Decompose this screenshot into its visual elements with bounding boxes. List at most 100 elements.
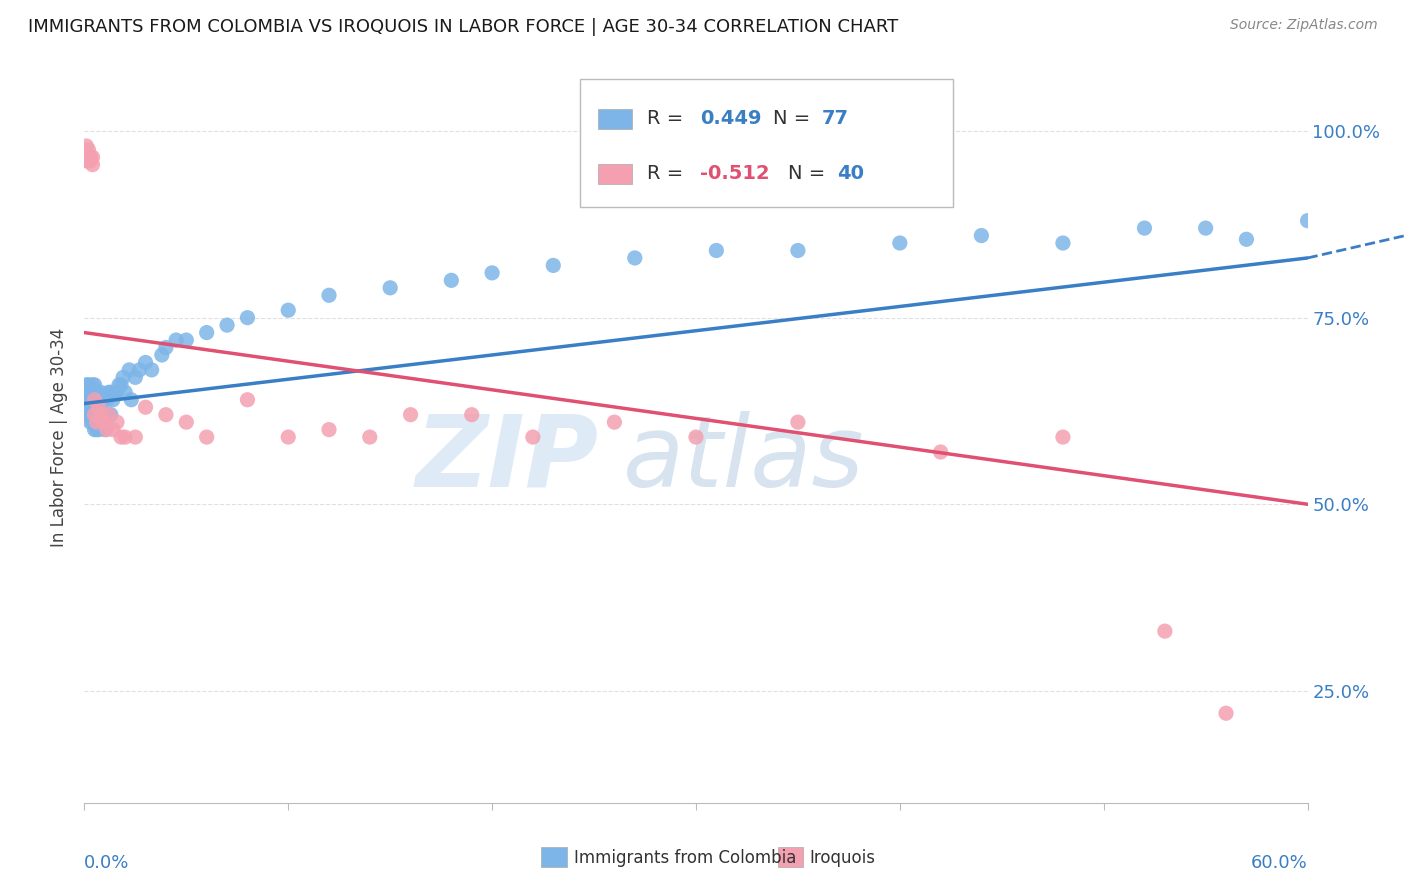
Point (75, 153, 97, 168)
Point (118, 363, 141, 377)
Point (90, 385, 112, 400)
Point (79, 382, 101, 396)
Point (217, 318, 239, 332)
Point (87, 408, 110, 422)
Point (101, 423, 124, 437)
Point (75, 408, 97, 422)
Point (77, 377, 100, 392)
Point (75, 377, 97, 392)
Point (82, 150, 104, 164)
Point (141, 363, 163, 377)
Point (86, 423, 108, 437)
Point (91, 415, 114, 429)
Point (128, 363, 150, 377)
Point (83, 392, 105, 407)
Point (86, 415, 108, 429)
Point (114, 385, 136, 400)
Point (83, 423, 105, 437)
Text: 0.449: 0.449 (700, 110, 761, 128)
Point (93, 389, 115, 403)
Point (91, 392, 114, 407)
Point (399, 408, 422, 422)
Point (155, 408, 177, 422)
Point (83, 377, 105, 392)
Point (706, 244, 728, 258)
Point (83, 401, 105, 415)
Point (86, 396, 108, 410)
Point (83, 408, 105, 422)
Point (359, 430, 381, 444)
Bar (778, 847, 803, 867)
Point (105, 415, 128, 429)
Point (83, 411, 105, 425)
Point (87, 392, 110, 407)
Point (82, 158, 104, 172)
Text: 60.0%: 60.0% (1251, 854, 1308, 872)
Text: atlas: atlas (623, 410, 865, 508)
Bar (598, 109, 633, 129)
Point (889, 235, 911, 250)
Point (101, 392, 124, 407)
Point (929, 445, 952, 459)
Text: -0.512: -0.512 (700, 164, 769, 183)
Point (82, 415, 104, 429)
Point (124, 370, 146, 384)
Point (236, 310, 259, 325)
Text: R =: R = (647, 164, 689, 183)
Point (104, 385, 127, 400)
Point (93, 423, 115, 437)
Point (87, 401, 110, 415)
Point (135, 401, 157, 415)
Point (97, 385, 120, 400)
Point (150, 348, 173, 362)
Point (97, 408, 120, 422)
Point (77, 408, 100, 422)
Text: N =: N = (773, 110, 817, 128)
Point (96, 392, 118, 407)
Text: N =: N = (787, 164, 831, 183)
Point (787, 244, 810, 258)
Point (77, 385, 100, 400)
Text: 40: 40 (837, 164, 863, 183)
Point (114, 430, 136, 444)
Point (1154, 624, 1177, 639)
Text: ZIP: ZIP (415, 410, 598, 508)
Point (97, 408, 120, 422)
Bar (541, 847, 567, 867)
Point (481, 266, 503, 280)
Point (318, 288, 340, 302)
Point (100, 385, 122, 400)
Point (112, 370, 135, 384)
Point (79, 153, 101, 168)
Point (110, 377, 132, 392)
Point (1195, 221, 1218, 235)
Text: Source: ZipAtlas.com: Source: ZipAtlas.com (1230, 18, 1378, 32)
Point (79, 404, 101, 418)
Point (685, 430, 707, 444)
Text: IMMIGRANTS FROM COLOMBIA VS IROQUOIS IN LABOR FORCE | AGE 30-34 CORRELATION CHAR: IMMIGRANTS FROM COLOMBIA VS IROQUOIS IN … (28, 18, 898, 36)
Point (79, 415, 101, 429)
Point (1236, 232, 1258, 246)
Point (82, 404, 104, 418)
Point (1296, 213, 1319, 227)
Text: R =: R = (647, 110, 689, 128)
Point (79, 392, 101, 407)
Point (77, 143, 100, 157)
Point (90, 404, 112, 418)
FancyBboxPatch shape (579, 78, 953, 207)
Point (277, 303, 299, 318)
Point (522, 430, 544, 444)
Point (77, 153, 100, 168)
Point (105, 385, 128, 400)
Point (108, 377, 131, 392)
Point (624, 251, 647, 265)
Y-axis label: In Labor Force | Age 30-34: In Labor Force | Age 30-34 (49, 327, 67, 547)
Point (543, 259, 565, 273)
Point (195, 326, 218, 340)
Point (195, 430, 218, 444)
Point (100, 408, 122, 422)
Point (96, 411, 118, 425)
Point (77, 401, 100, 415)
Point (87, 423, 110, 437)
Point (110, 430, 132, 444)
